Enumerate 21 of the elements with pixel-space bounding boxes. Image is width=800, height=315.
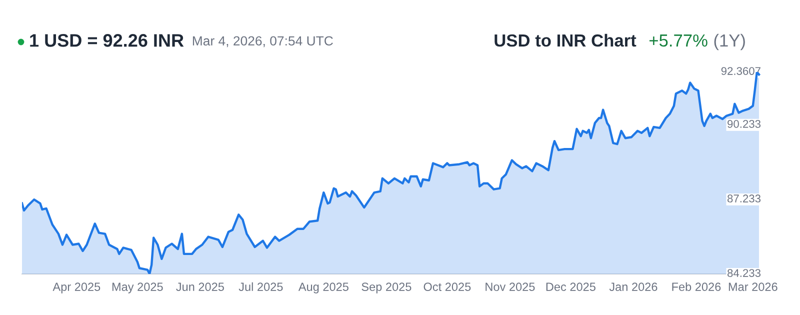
- x-tick-label: Apr 2025: [52, 282, 100, 294]
- x-tick-label: Jan 2026: [609, 282, 658, 292]
- x-tick-label: Oct 2025: [424, 282, 471, 292]
- x-tick-label: Feb 2026: [672, 282, 721, 292]
- text: USD to INR Chart: [494, 34, 636, 47]
- text: +5.77%: [649, 34, 708, 47]
- x-tick-label: Mar 2026: [728, 282, 778, 292]
- x-tick-label: Dec 2025: [546, 282, 596, 292]
- y-tick-label: 92.3607: [721, 67, 760, 75]
- x-tick-label: Sep 2025: [362, 282, 412, 294]
- x-tick-label: Aug 2025: [298, 282, 348, 294]
- x-tick-label: Jul 2025: [238, 282, 283, 292]
- y-tick-label: 84.233: [728, 269, 761, 277]
- x-tick-label: Nov 2025: [486, 282, 535, 292]
- chart-subtitle: Mar 4, 2026, 07:54 UTC: [192, 36, 333, 48]
- chart-title: 1 USD = 92.26 INR: [30, 34, 184, 47]
- y-tick-label: 87.233: [728, 194, 761, 202]
- x-tick-label: Jun 2025: [176, 282, 224, 292]
- y-tick-label: 90.233: [728, 120, 761, 128]
- text: (1Y): [714, 34, 745, 50]
- x-tick-label: May 2025: [112, 282, 163, 294]
